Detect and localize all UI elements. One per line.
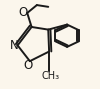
Text: N: N bbox=[10, 39, 19, 52]
Text: CH₃: CH₃ bbox=[42, 71, 60, 81]
Text: O: O bbox=[18, 6, 28, 19]
Text: O: O bbox=[24, 59, 33, 72]
